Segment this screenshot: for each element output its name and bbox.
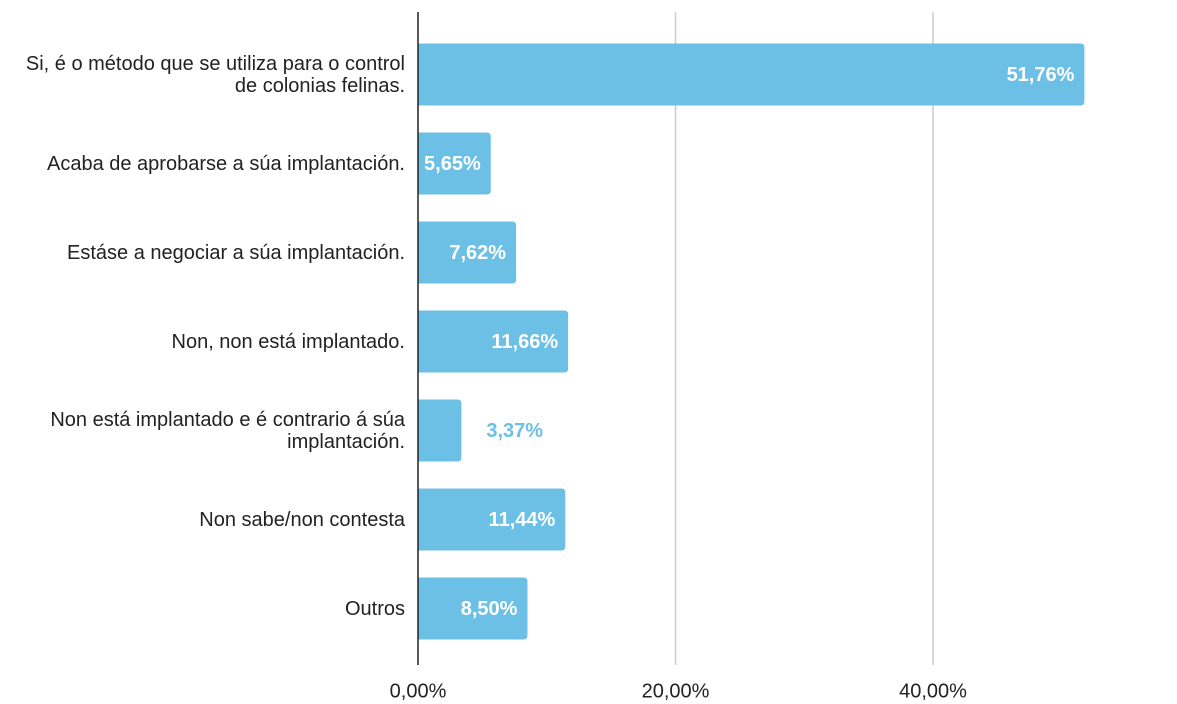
bar (418, 577, 528, 640)
y-tick-label: Non está implantado e é contrario á súa … (50, 408, 405, 453)
data-label: 51,76% (1007, 64, 1075, 86)
data-label: 5,65% (424, 153, 481, 175)
y-tick-label: Si, é o método que se utiliza para o con… (25, 52, 405, 97)
bar (418, 132, 491, 195)
data-label: 11,44% (489, 509, 556, 531)
data-label: 8,50% (461, 598, 518, 620)
x-tick-label: 40,00% (899, 680, 967, 702)
y-tick-label: Non sabe/non contesta (199, 508, 405, 531)
bar (418, 310, 569, 373)
x-tick-label: 20,00% (642, 680, 710, 702)
y-tick-label: Outros (344, 597, 405, 620)
bar (418, 221, 517, 284)
y-tick-label: Estáse a negociar a súa implantación. (67, 241, 405, 264)
data-label: 7,62% (449, 242, 506, 264)
bar (418, 399, 462, 462)
y-tick-label: Non, non está implantado. (171, 330, 406, 353)
data-label: 3,37% (486, 420, 543, 442)
data-label: 11,66% (491, 331, 558, 353)
bar (418, 43, 1085, 106)
y-tick-label: Acaba de aprobarse a súa implantación. (46, 152, 405, 175)
x-tick-label: 0,00% (390, 680, 447, 702)
bar (418, 488, 566, 551)
